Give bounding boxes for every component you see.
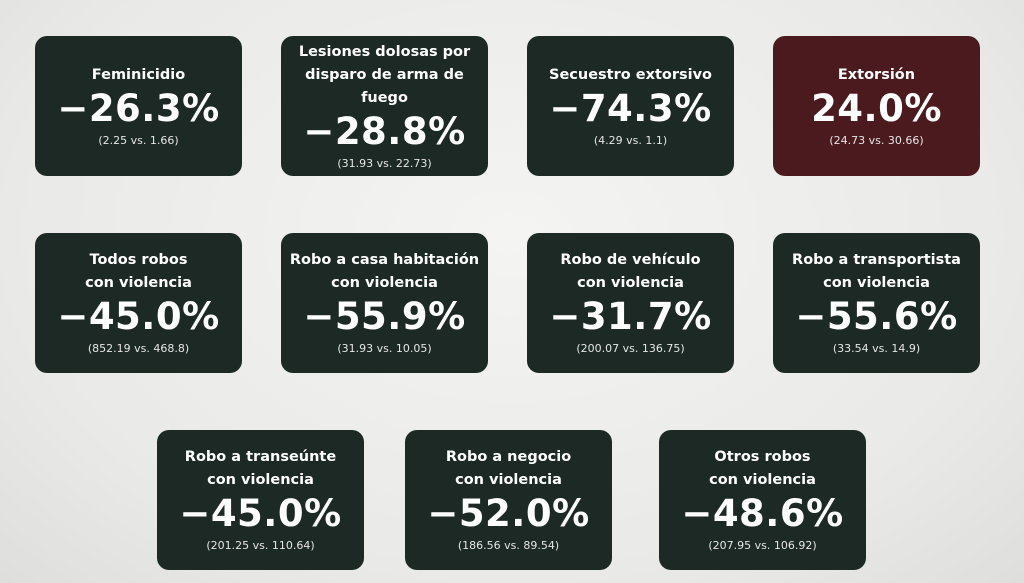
card-comparison: (852.19 vs. 468.8): [87, 342, 190, 355]
card-value: 24.0%: [811, 86, 942, 130]
card-title: Todos robos: [89, 252, 188, 268]
card-comparison: (200.07 vs. 136.75): [576, 342, 685, 355]
card-value: −45.0%: [57, 295, 220, 338]
card-value: −48.6%: [681, 492, 844, 535]
card-title: Secuestro extorsivo: [549, 66, 712, 83]
stat-card: Otros robos con violencia −48.6% (207.95 vs…: [659, 430, 866, 570]
card-title: Robo a negocio: [445, 449, 572, 465]
stat-card: Robo a negocio con violencia −52.0% (186.56…: [405, 430, 612, 570]
stat-card: Lesiones dolosas por disparo de arma de f…: [281, 36, 488, 176]
stat-card: Robo de vehículo con violencia −31.7% (200.…: [527, 233, 734, 373]
card-value: −45.0%: [179, 492, 342, 535]
card-title: Robo de vehículo: [560, 252, 701, 268]
stat-card: Robo a transeúnte con violencia −45.0% (201…: [157, 430, 364, 570]
card-value: −55.6%: [795, 295, 958, 338]
card-comparison: (201.25 vs. 110.64): [206, 539, 315, 552]
card-comparison: (33.54 vs. 14.9): [832, 342, 921, 355]
card-title: Feminicidio: [91, 66, 186, 83]
card-title: Extorsión: [837, 66, 916, 83]
card-value: −55.9%: [303, 295, 466, 338]
card-title: con violencia: [331, 275, 438, 291]
card-comparison: (24.73 vs. 30.66): [829, 133, 924, 147]
stat-card: Robo a transportista con violencia −55.6% (…: [773, 233, 980, 373]
card-title: con violencia: [577, 275, 684, 291]
card-title: con violencia: [455, 472, 562, 488]
card-comparison: (207.95 vs. 106.92): [708, 539, 817, 552]
stat-card: Extorsión 24.0% (24.73 vs. 30.66): [773, 36, 980, 176]
card-title: con violencia: [709, 472, 816, 488]
stat-card: Feminicidio −26.3% (2.25 vs. 1.66): [35, 36, 242, 176]
card-title: con violencia: [85, 275, 192, 291]
stat-card: Secuestro extorsivo −74.3% (4.29 vs. 1.1): [527, 36, 734, 176]
card-title: Lesiones dolosas por: [298, 43, 471, 60]
card-value: −52.0%: [427, 492, 590, 535]
card-comparison: (2.25 vs. 1.66): [98, 133, 179, 147]
card-title: Otros robos: [714, 449, 811, 465]
card-title: Robo a casa habitación: [289, 252, 480, 268]
card-value: −28.8%: [303, 109, 466, 153]
card-comparison: (31.93 vs. 22.73): [337, 156, 432, 170]
card-value: −31.7%: [549, 295, 712, 338]
card-title: con violencia: [207, 472, 314, 488]
stat-card: Todos robos con violencia −45.0% (852.19 vs…: [35, 233, 242, 373]
card-value: −74.3%: [549, 86, 712, 130]
card-comparison: (4.29 vs. 1.1): [593, 133, 668, 147]
card-title: Robo a transportista: [792, 252, 961, 268]
card-title: disparo de arma de fuego: [305, 66, 464, 106]
card-title: con violencia: [823, 275, 930, 291]
card-value: −26.3%: [57, 86, 220, 130]
card-comparison: (186.56 vs. 89.54): [457, 539, 560, 552]
card-title: Robo a transeúnte: [184, 449, 337, 465]
stat-card: Robo a casa habitación con violencia −55.9…: [281, 233, 488, 373]
card-comparison: (31.93 vs. 10.05): [337, 342, 432, 355]
